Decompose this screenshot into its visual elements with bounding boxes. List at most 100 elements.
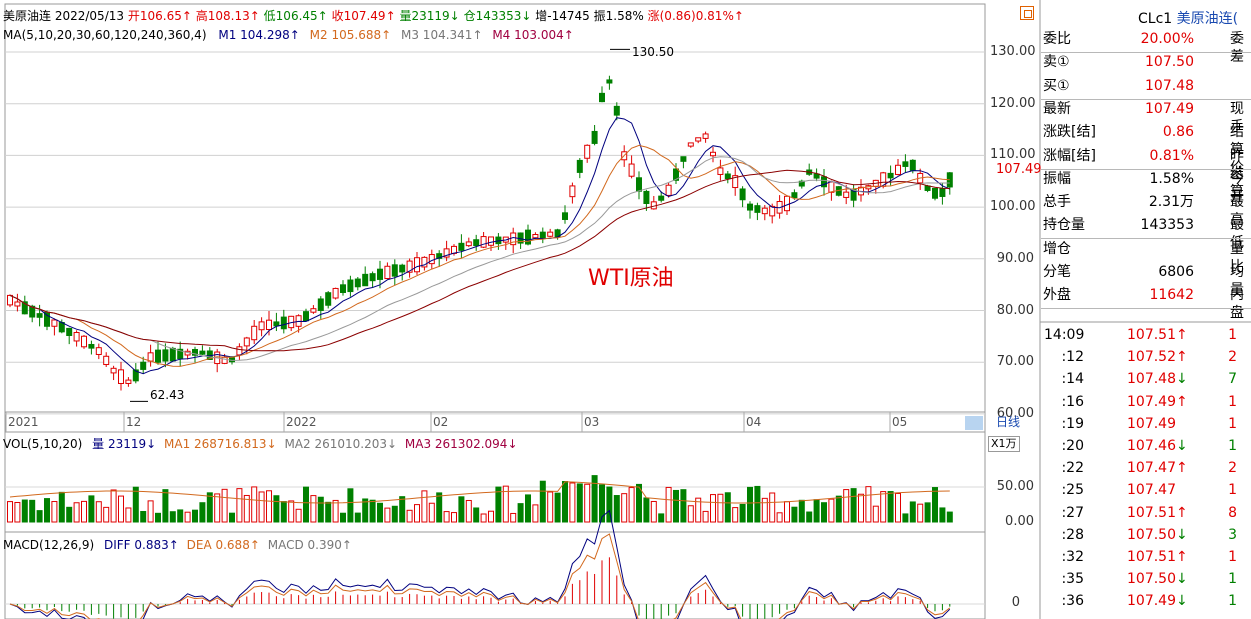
candle-body xyxy=(902,161,909,167)
quote-separator xyxy=(1041,308,1251,310)
quote-label: 涨跌[结] xyxy=(1043,124,1096,141)
volume-bar xyxy=(406,509,413,523)
volume-bar xyxy=(473,507,480,523)
tick-volume: 2 xyxy=(1228,349,1237,366)
volume-bar xyxy=(858,493,864,523)
quote-label: 外盘 xyxy=(1043,287,1071,304)
time-axis-label: 04 xyxy=(746,415,762,429)
tick-time: :35 xyxy=(1061,571,1084,588)
candle-body xyxy=(377,268,383,280)
candle-body xyxy=(569,185,576,198)
tick-price-value: 107.51 xyxy=(1127,504,1176,521)
volume-bar xyxy=(125,507,132,523)
candle-body xyxy=(236,346,243,356)
volume-bar xyxy=(946,511,953,523)
time-axis-label: 2021 xyxy=(8,415,39,429)
period-button[interactable]: 日线 xyxy=(996,415,1021,429)
candle-body xyxy=(332,287,339,299)
candle-body xyxy=(340,284,346,293)
quote-label: 振幅 xyxy=(1043,170,1071,187)
time-axis-label: 03 xyxy=(584,415,600,429)
low-value: 106.45 xyxy=(275,9,318,23)
candle-body xyxy=(680,156,687,162)
tick-price-value: 107.50 xyxy=(1127,526,1176,543)
candle-body xyxy=(702,133,709,139)
candle-body xyxy=(687,142,694,147)
candle-body xyxy=(273,321,280,327)
candlestick-series xyxy=(7,75,953,391)
volume-bar xyxy=(436,492,443,523)
ohlc-header: 美原油连 2022/05/13 开106.65↑ 高108.13↑ 低106.4… xyxy=(3,9,744,23)
candle-body xyxy=(347,279,354,293)
volume-bar xyxy=(369,499,376,523)
volume-bar xyxy=(665,486,672,523)
candle-body xyxy=(724,173,731,180)
tick-volume: 1 xyxy=(1228,415,1237,432)
volume-bar xyxy=(236,488,243,523)
candle-body xyxy=(695,137,702,142)
quote-tail-label: 今开 xyxy=(1230,170,1244,205)
candle-body xyxy=(525,229,531,245)
volume-bar xyxy=(628,487,635,523)
candle-body xyxy=(303,311,309,322)
tick-direction-icon: ↓ xyxy=(1176,593,1188,610)
candle-body xyxy=(813,173,820,179)
volume-bar xyxy=(539,480,546,523)
tick-volume: 1 xyxy=(1228,482,1237,499)
candle-body xyxy=(761,207,768,215)
quote-name: 美原油连( xyxy=(1176,11,1239,27)
tick-price: 107.49↑ xyxy=(1096,394,1188,410)
candle-body xyxy=(362,273,369,287)
volume-bar xyxy=(547,491,554,523)
ma-line-3 xyxy=(9,156,950,361)
volume-bar xyxy=(517,503,524,523)
quote-tail-label: 昨结算 xyxy=(1230,147,1244,200)
tick-volume: 1 xyxy=(1228,571,1237,588)
time-axis-label: 12 xyxy=(126,415,142,429)
scroll-thumb[interactable] xyxy=(965,416,983,430)
candle-body xyxy=(310,308,317,313)
vol-ma1: MA1 268716.813 xyxy=(164,437,267,451)
volume-bar xyxy=(621,493,628,523)
volume-bar xyxy=(754,485,761,523)
volume-bar xyxy=(88,495,95,523)
candle-body xyxy=(665,184,672,196)
candle-body xyxy=(932,187,938,199)
candle-body xyxy=(458,242,465,251)
candle-body xyxy=(599,92,605,103)
volume-bar xyxy=(458,496,465,523)
volume-bar xyxy=(428,502,435,523)
window-restore-icon[interactable] xyxy=(1020,6,1034,20)
tick-time: :32 xyxy=(1061,549,1084,565)
volume-bar xyxy=(377,502,383,523)
tick-volume: 1 xyxy=(1228,327,1237,343)
volume-bar xyxy=(932,487,938,523)
volume-bar xyxy=(887,491,894,523)
close-value: 107.49 xyxy=(343,9,386,23)
volume-bar xyxy=(325,501,332,523)
volume-bar xyxy=(732,507,739,523)
volume-bar xyxy=(155,512,161,523)
macd-axis-0: 0 xyxy=(1011,595,1020,610)
candle-body xyxy=(221,356,228,364)
tick-time: 14:09 xyxy=(1044,327,1085,343)
volume-bar xyxy=(939,507,946,523)
quote-value: 107.48 xyxy=(1145,77,1194,94)
volume-bar xyxy=(414,504,420,523)
quote-tail-label: 量比 xyxy=(1230,240,1244,275)
price-axis-label: 110.00 xyxy=(990,147,1036,163)
volume-bar xyxy=(510,512,517,523)
quote-separator xyxy=(1041,168,1251,170)
open-interest-value: 143353 xyxy=(475,9,522,23)
candle-body xyxy=(488,236,494,246)
candle-body xyxy=(532,234,539,239)
candle-body xyxy=(125,379,132,384)
instrument-name: 美原油连 xyxy=(3,9,52,23)
quote-value: 143353 xyxy=(1140,217,1194,234)
candle-body xyxy=(732,175,739,189)
vol-unit-button[interactable]: X1万 xyxy=(988,436,1020,452)
open-value: 106.65 xyxy=(139,9,182,23)
volume-bar xyxy=(865,486,872,523)
volume-bar xyxy=(784,501,790,523)
